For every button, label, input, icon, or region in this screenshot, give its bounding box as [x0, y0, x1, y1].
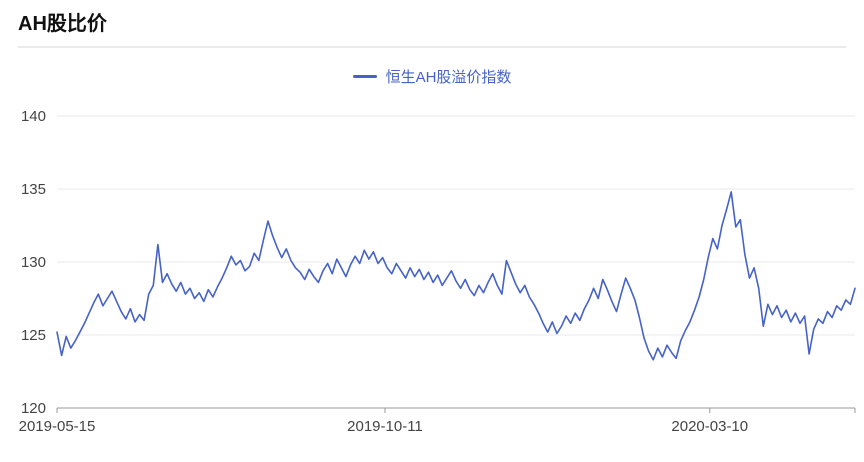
y-tick-label: 130	[21, 254, 46, 271]
legend[interactable]: 恒生AH股溢价指数	[0, 66, 864, 86]
legend-label: 恒生AH股溢价指数	[386, 66, 512, 87]
page-title: AH股比价	[18, 12, 846, 36]
x-tick-label: 2019-05-15	[19, 418, 96, 435]
y-tick-label: 140	[21, 108, 46, 125]
y-tick-label: 120	[21, 400, 46, 417]
y-tick-label: 125	[21, 327, 46, 344]
line-chart-svg[interactable]: 120 125 130 135 140 2019-05-15 2019-10-11 2020-…	[0, 96, 864, 442]
x-tick-label: 2019-10-11	[347, 418, 423, 435]
y-tick-label: 135	[21, 181, 46, 198]
legend-line-icon	[353, 75, 377, 78]
title-divider	[18, 46, 846, 48]
x-tick-label: 2020-03-10	[671, 418, 748, 435]
chart-header: AH股比价	[0, 0, 864, 48]
